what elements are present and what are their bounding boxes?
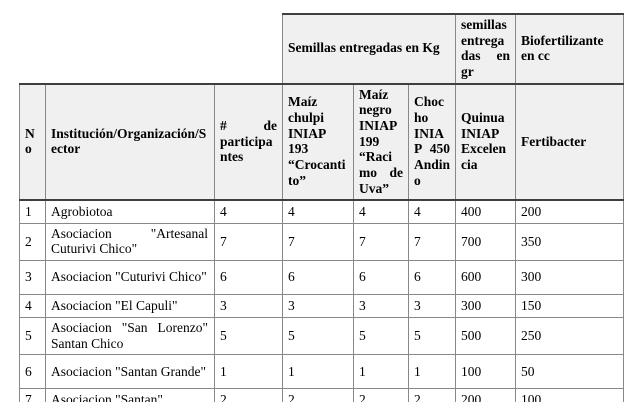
cell-participantes: 1 xyxy=(214,354,283,390)
cell-maiz-chulpi: 1 xyxy=(282,354,354,390)
cell-maiz-negro: 6 xyxy=(353,260,409,296)
cell-no: 5 xyxy=(19,317,46,356)
cell-maiz-chulpi: 6 xyxy=(282,260,354,296)
cell-maiz-negro: 7 xyxy=(353,222,409,262)
column-header-maiz-chulpi: Maíz chulpi INIAP 193 “Crocantito” xyxy=(282,82,354,201)
cell-maiz-chulpi: 3 xyxy=(282,294,354,319)
cell-quinua: 700 xyxy=(455,222,517,262)
cell-participantes: 2 xyxy=(214,388,283,402)
cell-institucion: Asociacion "Santan Grande" xyxy=(45,354,215,390)
cell-participantes: 6 xyxy=(214,260,283,296)
cell-maiz-negro: 1 xyxy=(353,354,409,390)
spacer-cell xyxy=(19,14,283,84)
cell-maiz-negro: 5 xyxy=(353,317,409,356)
cell-fertibacter: 200 xyxy=(515,199,625,224)
cell-institucion: Asociacion "San Lorenzo" Santan Chico xyxy=(45,317,215,356)
cell-chocho: 1 xyxy=(407,354,457,390)
cell-maiz-negro: 3 xyxy=(353,294,409,319)
cell-chocho: 5 xyxy=(407,317,457,356)
cell-no: 4 xyxy=(19,294,46,319)
cell-institucion: Asociacion "El Capuli" xyxy=(45,294,215,319)
cell-maiz-negro: 4 xyxy=(353,199,409,224)
group-header-row: Semillas entregadas en Kg semillas entre… xyxy=(19,13,625,85)
cell-maiz-chulpi: 5 xyxy=(282,317,354,356)
cell-quinua: 300 xyxy=(455,294,517,319)
column-header-participantes: # de participantes xyxy=(214,82,283,201)
cell-chocho: 7 xyxy=(407,222,457,262)
cell-participantes: 3 xyxy=(214,294,283,319)
column-header-row: No Institución/Organización/Sector # de … xyxy=(19,82,625,201)
column-header-quinua: Quinua INIAP Excelencia xyxy=(455,82,517,201)
cell-quinua: 100 xyxy=(455,354,517,390)
cell-maiz-chulpi: 7 xyxy=(282,222,354,262)
group-header-semillas-kg: Semillas entregadas en Kg xyxy=(281,13,457,85)
cell-quinua: 200 xyxy=(455,388,517,402)
cell-maiz-chulpi: 4 xyxy=(282,199,354,224)
cell-no: 6 xyxy=(19,354,46,390)
cell-fertibacter: 100 xyxy=(515,388,625,402)
cell-maiz-negro: 2 xyxy=(353,388,409,402)
cell-chocho: 2 xyxy=(407,388,457,402)
table-row: 4 Asociacion "El Capuli" 3 3 3 3 300 150 xyxy=(19,294,625,319)
cell-no: 3 xyxy=(19,260,46,296)
cell-fertibacter: 150 xyxy=(515,294,625,319)
table-row: 3 Asociacion "Cuturivi Chico" 6 6 6 6 60… xyxy=(19,260,625,296)
table-row: 1 Agrobiotoa 4 4 4 4 400 200 xyxy=(19,199,625,224)
cell-no: 1 xyxy=(19,199,46,224)
cell-fertibacter: 50 xyxy=(515,354,625,390)
table-row: 2 Asociacion "Artesanal Cuturivi Chico" … xyxy=(19,222,625,262)
cell-participantes: 7 xyxy=(214,222,283,262)
seed-delivery-table: Semillas entregadas en Kg semillas entre… xyxy=(19,13,625,402)
cell-institucion: Agrobiotoa xyxy=(45,199,215,224)
column-header-no: No xyxy=(19,82,46,201)
cell-quinua: 500 xyxy=(455,317,517,356)
group-header-semillas-gr: semillas entregadas en gr xyxy=(455,13,517,85)
cell-fertibacter: 250 xyxy=(515,317,625,356)
column-header-maiz-negro: Maíz negro INIAP 199 “Racimo de Uva” xyxy=(353,82,409,201)
column-header-fertibacter: Fertibacter xyxy=(515,82,625,201)
cell-no: 7 xyxy=(19,388,46,402)
cell-chocho: 4 xyxy=(407,199,457,224)
cell-institucion: Asociacion "Cuturivi Chico" xyxy=(45,260,215,296)
cell-institucion: Asociacion "Santan" xyxy=(45,388,215,402)
cell-chocho: 6 xyxy=(407,260,457,296)
table-row: 5 Asociacion "San Lorenzo" Santan Chico … xyxy=(19,317,625,356)
cell-no: 2 xyxy=(19,222,46,262)
cell-fertibacter: 300 xyxy=(515,260,625,296)
cell-participantes: 5 xyxy=(214,317,283,356)
column-header-institucion: Institución/Organización/Sector xyxy=(45,82,215,201)
group-header-biofertilizante: Biofertilizante en cc xyxy=(515,13,625,85)
cell-participantes: 4 xyxy=(214,199,283,224)
cell-quinua: 600 xyxy=(455,260,517,296)
table-row: 6 Asociacion "Santan Grande" 1 1 1 1 100… xyxy=(19,354,625,390)
cell-quinua: 400 xyxy=(455,199,517,224)
cell-maiz-chulpi: 2 xyxy=(282,388,354,402)
cell-chocho: 3 xyxy=(407,294,457,319)
column-header-chocho: Chocho INIAP 450 Andino xyxy=(407,82,457,201)
cell-fertibacter: 350 xyxy=(515,222,625,262)
table-row: 7 Asociacion "Santan" 2 2 2 2 200 100 xyxy=(19,388,625,402)
cell-institucion: Asociacion "Artesanal Cuturivi Chico" xyxy=(45,222,215,262)
